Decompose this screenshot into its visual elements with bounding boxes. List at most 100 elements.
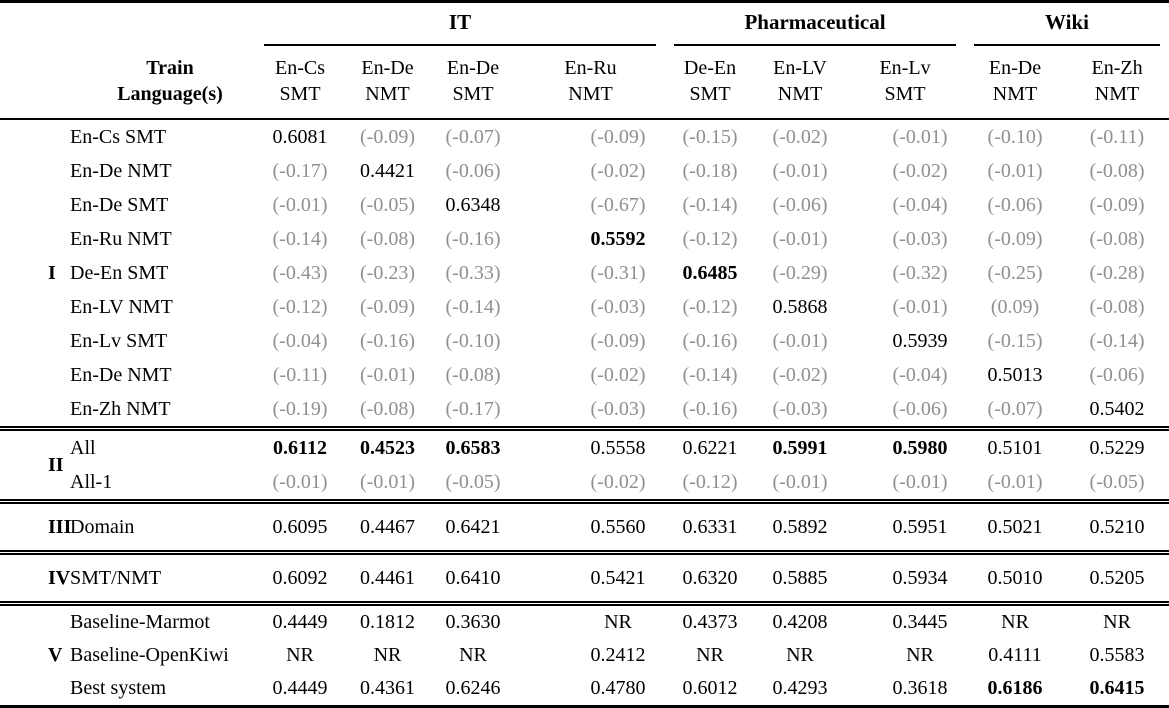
score-cell: 0.5402 (1089, 397, 1145, 420)
row-group-label: I (48, 261, 56, 284)
train-header-line2: Language(s) (117, 83, 223, 105)
row-label: Best system (70, 677, 167, 699)
table-row: II All 0.6112 0.4523 0.6583 0.5558 0.6221 0.599… (0, 429, 1169, 476)
score-cell: 0.4293 (772, 677, 828, 699)
score-cell: (-0.02) (772, 125, 828, 148)
score-cell: (-0.01) (772, 329, 828, 352)
score-cell: 0.5951 (892, 515, 948, 538)
row-label: Baseline-OpenKiwi (70, 644, 229, 666)
score-cell: NR (786, 644, 814, 666)
score-cell: 0.5013 (987, 363, 1043, 386)
table-row: Baseline-OpenKiwi NR NR NR 0.2412 NR NR NR 0.411… (0, 639, 1169, 672)
table-row: De-En SMT (-0.43) (-0.23) (-0.33) (-0.31) 0.6… (0, 256, 1169, 290)
score-cell: (-0.12) (682, 470, 738, 493)
score-cell: (-0.02) (892, 159, 948, 182)
row-group-label: III (48, 515, 72, 538)
score-cell: (-0.07) (445, 125, 501, 148)
row-group: II All 0.6112 0.4523 0.6583 0.5558 0.6221 0.599… (0, 428, 1169, 502)
column-header-system: NMT (777, 83, 823, 105)
score-cell: (-0.06) (987, 193, 1043, 216)
column-header-system: SMT (884, 83, 926, 105)
score-cell: (-0.06) (1089, 363, 1145, 386)
table-row: En-LV NMT (-0.12) (-0.09) (-0.14) (-0.03) (-0… (0, 290, 1169, 324)
score-cell: 0.5885 (772, 566, 828, 589)
score-cell: (-0.23) (360, 261, 415, 284)
score-cell: (-0.01) (772, 470, 828, 493)
row-group-label: V (48, 644, 63, 666)
score-cell: 0.4449 (272, 677, 328, 699)
score-cell: (-0.01) (772, 227, 828, 250)
score-cell: (-0.05) (1089, 470, 1145, 493)
score-cell: (-0.29) (772, 261, 828, 284)
column-header-pair: En-Lv (879, 57, 931, 79)
row-group: III Domain 0.6095 0.4467 0.6421 0.5560 0.6331 0… (0, 501, 1169, 553)
table-header: IT Pharmaceutical Wiki Train Language(s) En-C… (0, 2, 1169, 119)
score-cell: 0.6320 (682, 566, 738, 589)
column-header-pair: En-Ru (564, 57, 617, 79)
score-cell: (-0.09) (590, 329, 646, 352)
score-cell: (-0.10) (445, 329, 501, 352)
row-group: V Baseline-Marmot 0.4449 0.1812 0.3630 NR 0.43… (0, 603, 1169, 707)
score-cell: (-0.14) (272, 227, 328, 250)
score-cell: 0.5991 (772, 436, 828, 459)
column-header-row: Train Language(s) En-Cs SMT En-De NMT En-De SMT… (0, 46, 1169, 119)
column-group-cell: IT (255, 2, 665, 46)
score-cell: (-0.04) (892, 193, 948, 216)
score-cell: (-0.09) (1089, 193, 1145, 216)
column-header-system: NMT (1094, 83, 1140, 105)
column-header: En-LV NMT (755, 46, 845, 119)
score-cell: (-0.02) (590, 470, 646, 493)
score-cell: NR (604, 611, 632, 633)
score-cell: 0.5868 (772, 295, 828, 318)
column-header: En-De NMT (345, 46, 430, 119)
score-cell: (-0.01) (892, 295, 948, 318)
score-cell: (-0.08) (1089, 227, 1145, 250)
score-cell: NR (286, 644, 314, 666)
score-cell: (-0.09) (360, 295, 415, 318)
score-cell: 0.4361 (360, 677, 415, 699)
table-row: Best system 0.4449 0.4361 0.6246 0.4780 0.601… (0, 672, 1169, 707)
score-cell: 0.5560 (590, 515, 646, 538)
column-header-system: SMT (279, 83, 321, 105)
score-cell: 0.4461 (360, 566, 415, 589)
column-group-underline: IT (264, 3, 656, 46)
score-cell: (-0.01) (987, 470, 1043, 493)
score-cell: 0.6331 (682, 515, 738, 538)
score-cell: (-0.33) (445, 261, 501, 284)
score-cell: (-0.16) (682, 329, 738, 352)
score-cell: NR (1001, 611, 1029, 633)
column-header: De-En SMT (665, 46, 755, 119)
score-cell: 0.3630 (445, 611, 501, 633)
score-cell: (-0.11) (1089, 125, 1145, 148)
score-cell: 0.6421 (445, 515, 501, 538)
row-label: All-1 (70, 470, 113, 493)
column-group-header: Pharmaceutical (744, 10, 886, 34)
row-label: All (70, 436, 96, 459)
score-cell: (-0.28) (1089, 261, 1145, 284)
score-cell: (-0.03) (590, 397, 646, 420)
score-cell: (-0.08) (360, 397, 415, 420)
score-cell: (-0.03) (892, 227, 948, 250)
score-cell: (-0.01) (360, 363, 415, 386)
score-cell: (-0.05) (360, 193, 415, 216)
score-cell: (-0.01) (987, 159, 1043, 182)
score-cell: (-0.01) (892, 125, 948, 148)
score-cell: (-0.06) (892, 397, 948, 420)
score-cell: (-0.43) (272, 261, 328, 284)
column-group-row: IT Pharmaceutical Wiki (0, 2, 1169, 47)
score-cell: 0.5010 (987, 566, 1043, 589)
score-cell: 0.6186 (987, 677, 1043, 699)
column-header: En-Cs SMT (255, 46, 345, 119)
score-cell: 0.6583 (445, 436, 501, 459)
column-header-pair: En-Zh (1091, 57, 1143, 79)
row-label: SMT/NMT (70, 566, 162, 589)
score-cell: 0.6081 (272, 125, 328, 148)
score-cell: (-0.06) (772, 193, 828, 216)
corner-spacer (0, 2, 255, 47)
score-cell: (-0.08) (1089, 159, 1145, 182)
column-header-pair: En-De (988, 57, 1042, 79)
score-cell: (-0.12) (682, 295, 738, 318)
score-cell: (-0.14) (1089, 329, 1145, 352)
column-header-pair: De-En (683, 57, 737, 79)
score-cell: 0.5583 (1089, 644, 1145, 666)
